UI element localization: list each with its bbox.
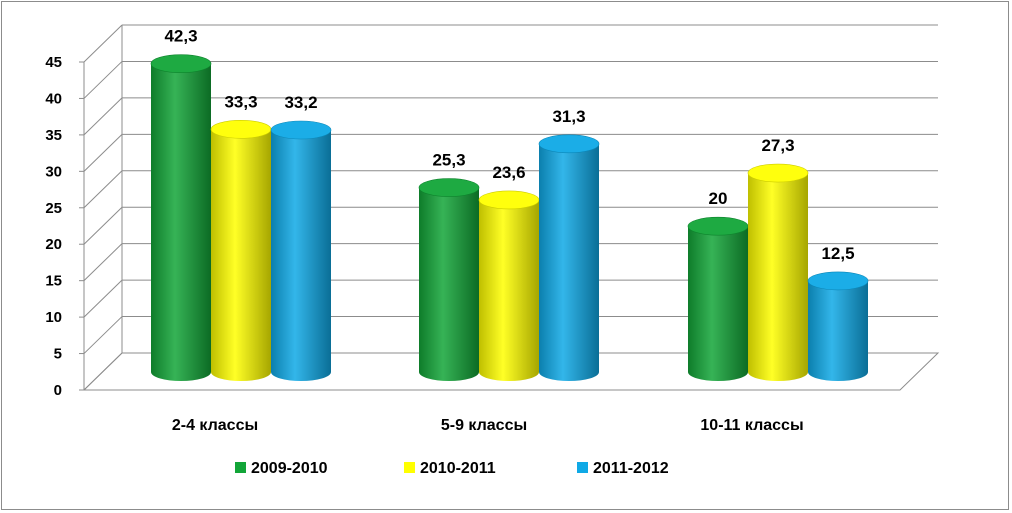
gridline-side: [83, 206, 123, 245]
x-tick-label: 2-4 классы: [172, 417, 258, 434]
y-tick-label: 25: [45, 200, 62, 217]
y-tick-label: 0: [54, 382, 62, 399]
data-label: 20: [709, 189, 728, 208]
bar-top: [538, 134, 600, 154]
y-tick-label: 30: [45, 163, 62, 180]
bar-top: [210, 119, 272, 139]
x-axis-ticks: 2-4 классы 5-9 классы 10-11 классы: [172, 417, 804, 434]
data-label: 33,2: [284, 93, 317, 112]
y-tick-label: 20: [45, 236, 62, 253]
bar-top: [747, 163, 809, 183]
legend: 2009-2010 2010-2011 2011-2012: [235, 460, 669, 477]
bar-top: [687, 216, 749, 236]
legend-label: 2011-2012: [593, 460, 669, 477]
gridline-side: [83, 61, 123, 99]
y-tick-label: 15: [45, 273, 62, 290]
y-tick-label: 45: [45, 54, 62, 71]
legend-label: 2010-2011: [420, 460, 496, 477]
data-label: 31,3: [552, 107, 585, 126]
y-tick-label: 10: [45, 309, 62, 326]
y-tick-label: 35: [45, 127, 62, 144]
y-tick-label: 40: [45, 90, 62, 107]
gridline-side: [83, 352, 123, 391]
data-label: 12,5: [821, 244, 854, 263]
bar-top: [270, 120, 332, 140]
y-tick-label: 5: [54, 346, 62, 363]
bar: [808, 280, 868, 381]
bar: [748, 173, 808, 381]
gridline-side: [83, 133, 123, 172]
data-label: 25,3: [432, 151, 465, 170]
bars-layer: [150, 54, 869, 382]
gridline-side: [83, 97, 123, 136]
bar: [688, 226, 748, 381]
legend-label: 2009-2010: [251, 460, 328, 477]
data-labels-layer: 42,3 33,3 33,2 25,3 23,6 31,3 20 27,3 12,5: [164, 27, 854, 263]
bar: [419, 187, 479, 381]
x-tick-label: 10-11 классы: [700, 417, 803, 434]
bar-top: [807, 271, 869, 291]
data-label: 23,6: [492, 163, 525, 182]
data-label: 42,3: [164, 27, 197, 46]
legend-swatch: [235, 462, 246, 473]
gridline-side: [83, 243, 123, 282]
gridline-side: [83, 279, 123, 318]
bar: [479, 199, 539, 381]
bar: [151, 63, 211, 382]
gridline-side: [83, 24, 123, 63]
bar-top: [478, 190, 540, 210]
x-tick-label: 5-9 классы: [441, 417, 527, 434]
legend-swatch: [404, 462, 415, 473]
bar-top: [418, 178, 480, 197]
data-label: 33,3: [224, 92, 257, 111]
legend-swatch: [577, 462, 588, 473]
bar: [211, 129, 271, 381]
y-axis-ticks: 0 5 10 15 20 25 30 35 40 45: [45, 54, 62, 399]
data-label: 27,3: [761, 136, 794, 155]
bar-top: [150, 54, 212, 73]
gridline-side: [83, 170, 123, 209]
gridline-side: [83, 316, 123, 354]
bar: [539, 143, 599, 381]
bar: [271, 130, 331, 381]
